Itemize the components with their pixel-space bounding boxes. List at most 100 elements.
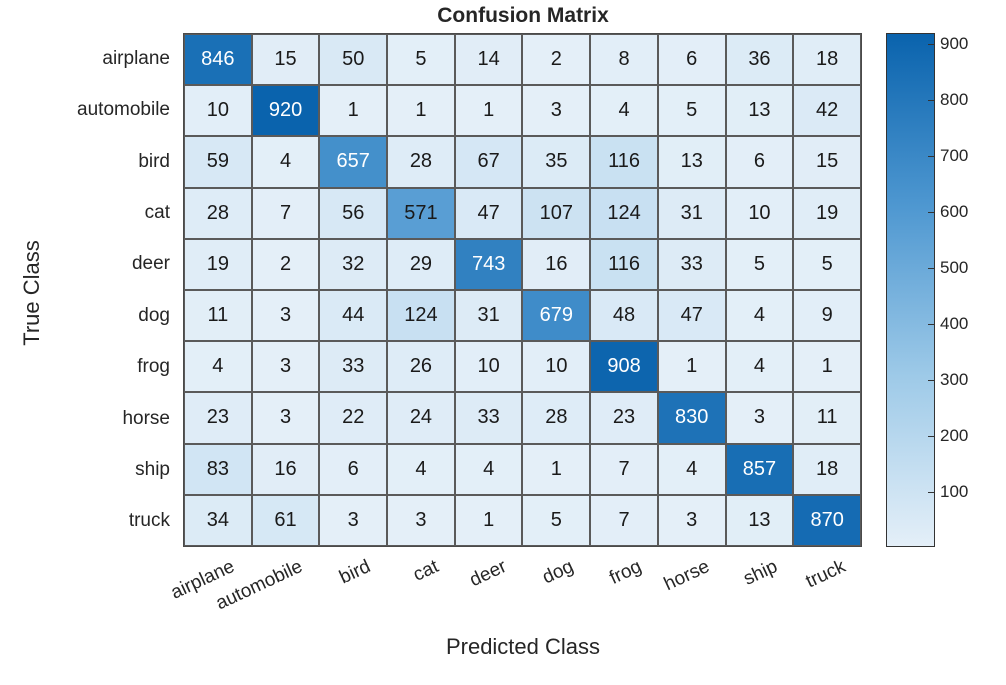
matrix-cell: 33 [657, 238, 726, 290]
matrix-cell: 28 [522, 392, 591, 444]
colorbar-tick-mark [928, 211, 934, 213]
matrix-cell: 3 [319, 494, 388, 546]
colorbar-tick-label: 100 [940, 481, 969, 501]
matrix-cell: 44 [319, 290, 388, 342]
matrix-cell: 4 [590, 85, 658, 137]
colorbar-tick-mark [928, 100, 934, 102]
matrix-cell: 2 [522, 34, 591, 86]
matrix-cell: 6 [319, 443, 388, 495]
matrix-cell: 6 [725, 136, 794, 188]
colorbar-tick-label: 500 [940, 257, 969, 277]
matrix-cell: 124 [387, 290, 455, 342]
colorbar-tick-mark [928, 44, 934, 46]
matrix-cell: 36 [725, 34, 794, 86]
colorbar-tick-label: 600 [940, 201, 969, 221]
matrix-cell: 48 [590, 290, 658, 342]
matrix-cell: 107 [522, 187, 591, 239]
matrix-cell: 33 [454, 392, 523, 444]
matrix-cell: 679 [522, 290, 591, 342]
colorbar-tick-mark [928, 323, 934, 325]
matrix-cell: 59 [184, 136, 252, 188]
matrix-cell: 67 [454, 136, 523, 188]
matrix-cell: 13 [725, 85, 794, 137]
matrix-cell: 5 [725, 238, 794, 290]
matrix-cell: 15 [793, 136, 861, 188]
matrix-cell: 10 [184, 85, 252, 137]
matrix-cell: 19 [184, 238, 252, 290]
y-tick-label: cat [144, 201, 170, 223]
matrix-cell: 743 [454, 238, 523, 290]
matrix-cell: 50 [319, 34, 388, 86]
colorbar-tick-label: 700 [940, 146, 969, 166]
y-tick-label: dog [138, 304, 170, 326]
x-tick-label: frog [606, 556, 646, 589]
matrix-cell: 571 [387, 187, 455, 239]
matrix-cell: 124 [590, 187, 658, 239]
matrix-cell: 4 [251, 136, 320, 188]
colorbar-tick-mark [928, 491, 934, 493]
matrix-cell: 830 [657, 392, 726, 444]
x-tick-label: bird [336, 556, 374, 589]
y-tick-label: truck [128, 510, 170, 532]
y-axis-title: True Class [19, 240, 44, 346]
colorbar-tick-mark [928, 267, 934, 269]
matrix-cell: 18 [793, 34, 861, 86]
colorbar-tick-mark [928, 379, 934, 381]
matrix-cell: 4 [387, 443, 455, 495]
matrix-cell: 14 [454, 34, 523, 86]
matrix-cell: 13 [725, 494, 794, 546]
matrix-cell: 908 [590, 341, 658, 393]
colorbar-tick-label: 200 [940, 425, 969, 445]
matrix-cell: 6 [657, 34, 726, 86]
y-tick-label: frog [137, 356, 170, 378]
colorbar-tick-label: 300 [940, 369, 969, 389]
colorbar-tick-label: 400 [940, 313, 969, 333]
matrix-cell: 33 [319, 341, 388, 393]
y-tick-label: ship [135, 458, 170, 480]
y-tick-label: horse [122, 407, 170, 429]
matrix-cell: 5 [793, 238, 861, 290]
matrix-cell: 10 [522, 341, 591, 393]
x-tick-label: dog [539, 556, 578, 589]
colorbar-tick-label: 800 [940, 90, 969, 110]
x-tick-label: ship [740, 556, 782, 590]
matrix-cell: 7 [590, 443, 658, 495]
matrix-cell: 10 [725, 187, 794, 239]
y-tick-label: bird [138, 150, 170, 172]
matrix-cell: 47 [657, 290, 726, 342]
matrix-cell: 16 [522, 238, 591, 290]
matrix-cell: 24 [387, 392, 455, 444]
matrix-cell: 2 [251, 238, 320, 290]
x-tick-label: cat [409, 556, 442, 586]
matrix-cell: 116 [590, 238, 658, 290]
matrix-cell: 23 [590, 392, 658, 444]
matrix-cell: 3 [725, 392, 794, 444]
matrix-cell: 31 [454, 290, 523, 342]
matrix-cell: 1 [657, 341, 726, 393]
matrix-cell: 23 [184, 392, 252, 444]
matrix-cell: 35 [522, 136, 591, 188]
matrix-cell: 3 [522, 85, 591, 137]
matrix-cell: 15 [251, 34, 320, 86]
matrix-cell: 10 [454, 341, 523, 393]
matrix-cell: 47 [454, 187, 523, 239]
colorbar-tick-mark [928, 435, 934, 437]
matrix-cell: 7 [590, 494, 658, 546]
y-tick-label: automobile [77, 99, 170, 121]
matrix-cell: 28 [184, 187, 252, 239]
matrix-cell: 3 [251, 392, 320, 444]
colorbar-tick-label: 900 [940, 34, 969, 54]
matrix-cell: 16 [251, 443, 320, 495]
matrix-cell: 4 [725, 341, 794, 393]
matrix-cell: 657 [319, 136, 388, 188]
matrix-cell: 5 [387, 34, 455, 86]
matrix-cell: 4 [454, 443, 523, 495]
matrix-cell: 3 [657, 494, 726, 546]
matrix-cell: 1 [319, 85, 388, 137]
matrix-cell: 4 [725, 290, 794, 342]
matrix-cell: 11 [184, 290, 252, 342]
matrix-cell: 34 [184, 494, 252, 546]
y-tick-label: airplane [102, 47, 170, 69]
x-tick-label: deer [466, 556, 510, 592]
matrix-cell: 29 [387, 238, 455, 290]
